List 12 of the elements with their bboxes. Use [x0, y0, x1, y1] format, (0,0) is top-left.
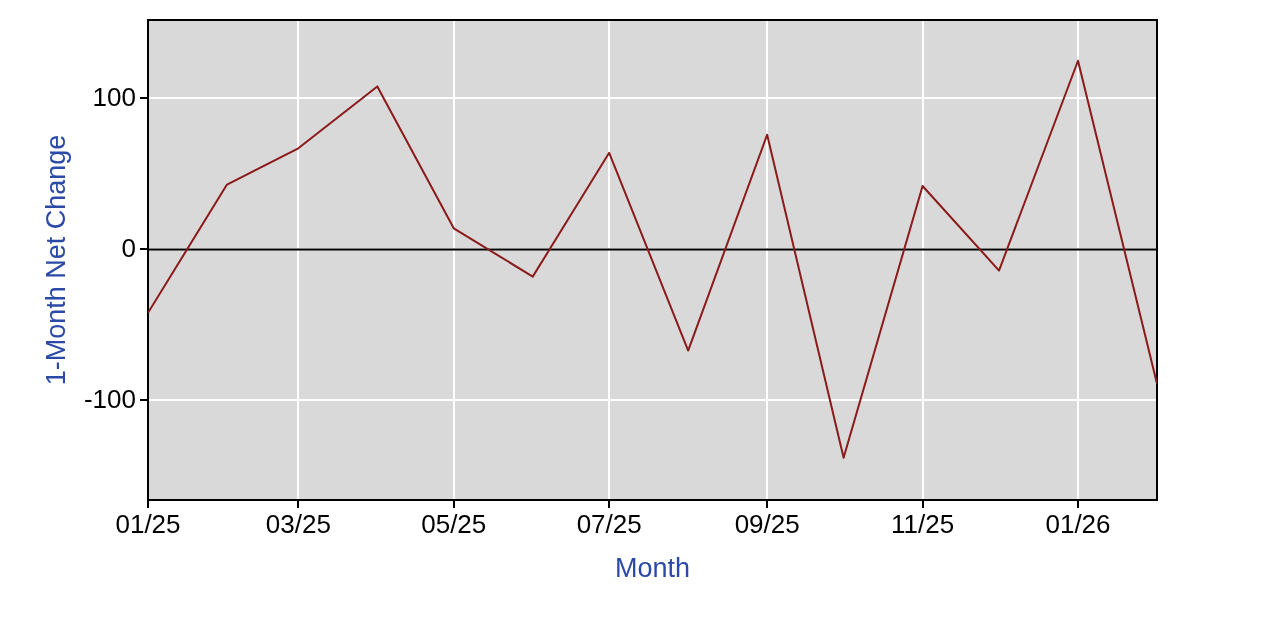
- x-tick-label: 07/25: [576, 508, 642, 539]
- x-tick-label: 09/25: [734, 508, 800, 539]
- x-axis-title: Month: [614, 553, 691, 584]
- y-axis-title: 1-Month Net Change: [40, 134, 71, 386]
- y-tick-label: 100: [92, 81, 136, 112]
- x-tick-label: 11/25: [891, 508, 955, 539]
- x-tick-label: 01/25: [115, 508, 181, 539]
- y-tick-label: -100: [83, 383, 136, 414]
- x-tick-label: 03/25: [265, 508, 331, 539]
- x-tick-label: 05/25: [421, 508, 487, 539]
- y-tick-label: 0: [121, 232, 136, 263]
- x-tick-label: 01/26: [1045, 508, 1111, 539]
